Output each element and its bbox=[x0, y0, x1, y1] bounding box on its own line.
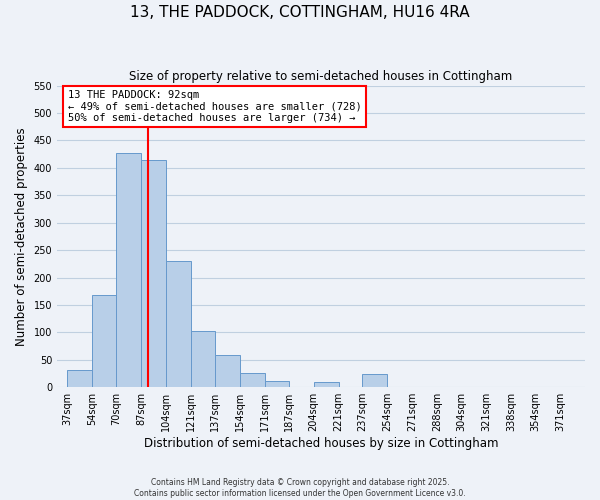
Bar bbox=[362, 374, 388, 387]
Bar bbox=[166, 260, 191, 387]
Title: Size of property relative to semi-detached houses in Cottingham: Size of property relative to semi-detach… bbox=[130, 70, 512, 83]
Bar bbox=[314, 382, 339, 387]
Bar bbox=[141, 160, 166, 387]
Bar bbox=[67, 370, 92, 387]
Bar bbox=[92, 295, 116, 387]
Y-axis label: Number of semi-detached properties: Number of semi-detached properties bbox=[15, 127, 28, 346]
X-axis label: Distribution of semi-detached houses by size in Cottingham: Distribution of semi-detached houses by … bbox=[144, 437, 498, 450]
Bar bbox=[116, 153, 141, 387]
Bar bbox=[215, 356, 240, 387]
Bar bbox=[191, 330, 215, 387]
Text: 13 THE PADDOCK: 92sqm
← 49% of semi-detached houses are smaller (728)
50% of sem: 13 THE PADDOCK: 92sqm ← 49% of semi-deta… bbox=[68, 90, 361, 124]
Bar bbox=[240, 373, 265, 387]
Text: 13, THE PADDOCK, COTTINGHAM, HU16 4RA: 13, THE PADDOCK, COTTINGHAM, HU16 4RA bbox=[130, 5, 470, 20]
Bar bbox=[265, 381, 289, 387]
Text: Contains HM Land Registry data © Crown copyright and database right 2025.
Contai: Contains HM Land Registry data © Crown c… bbox=[134, 478, 466, 498]
